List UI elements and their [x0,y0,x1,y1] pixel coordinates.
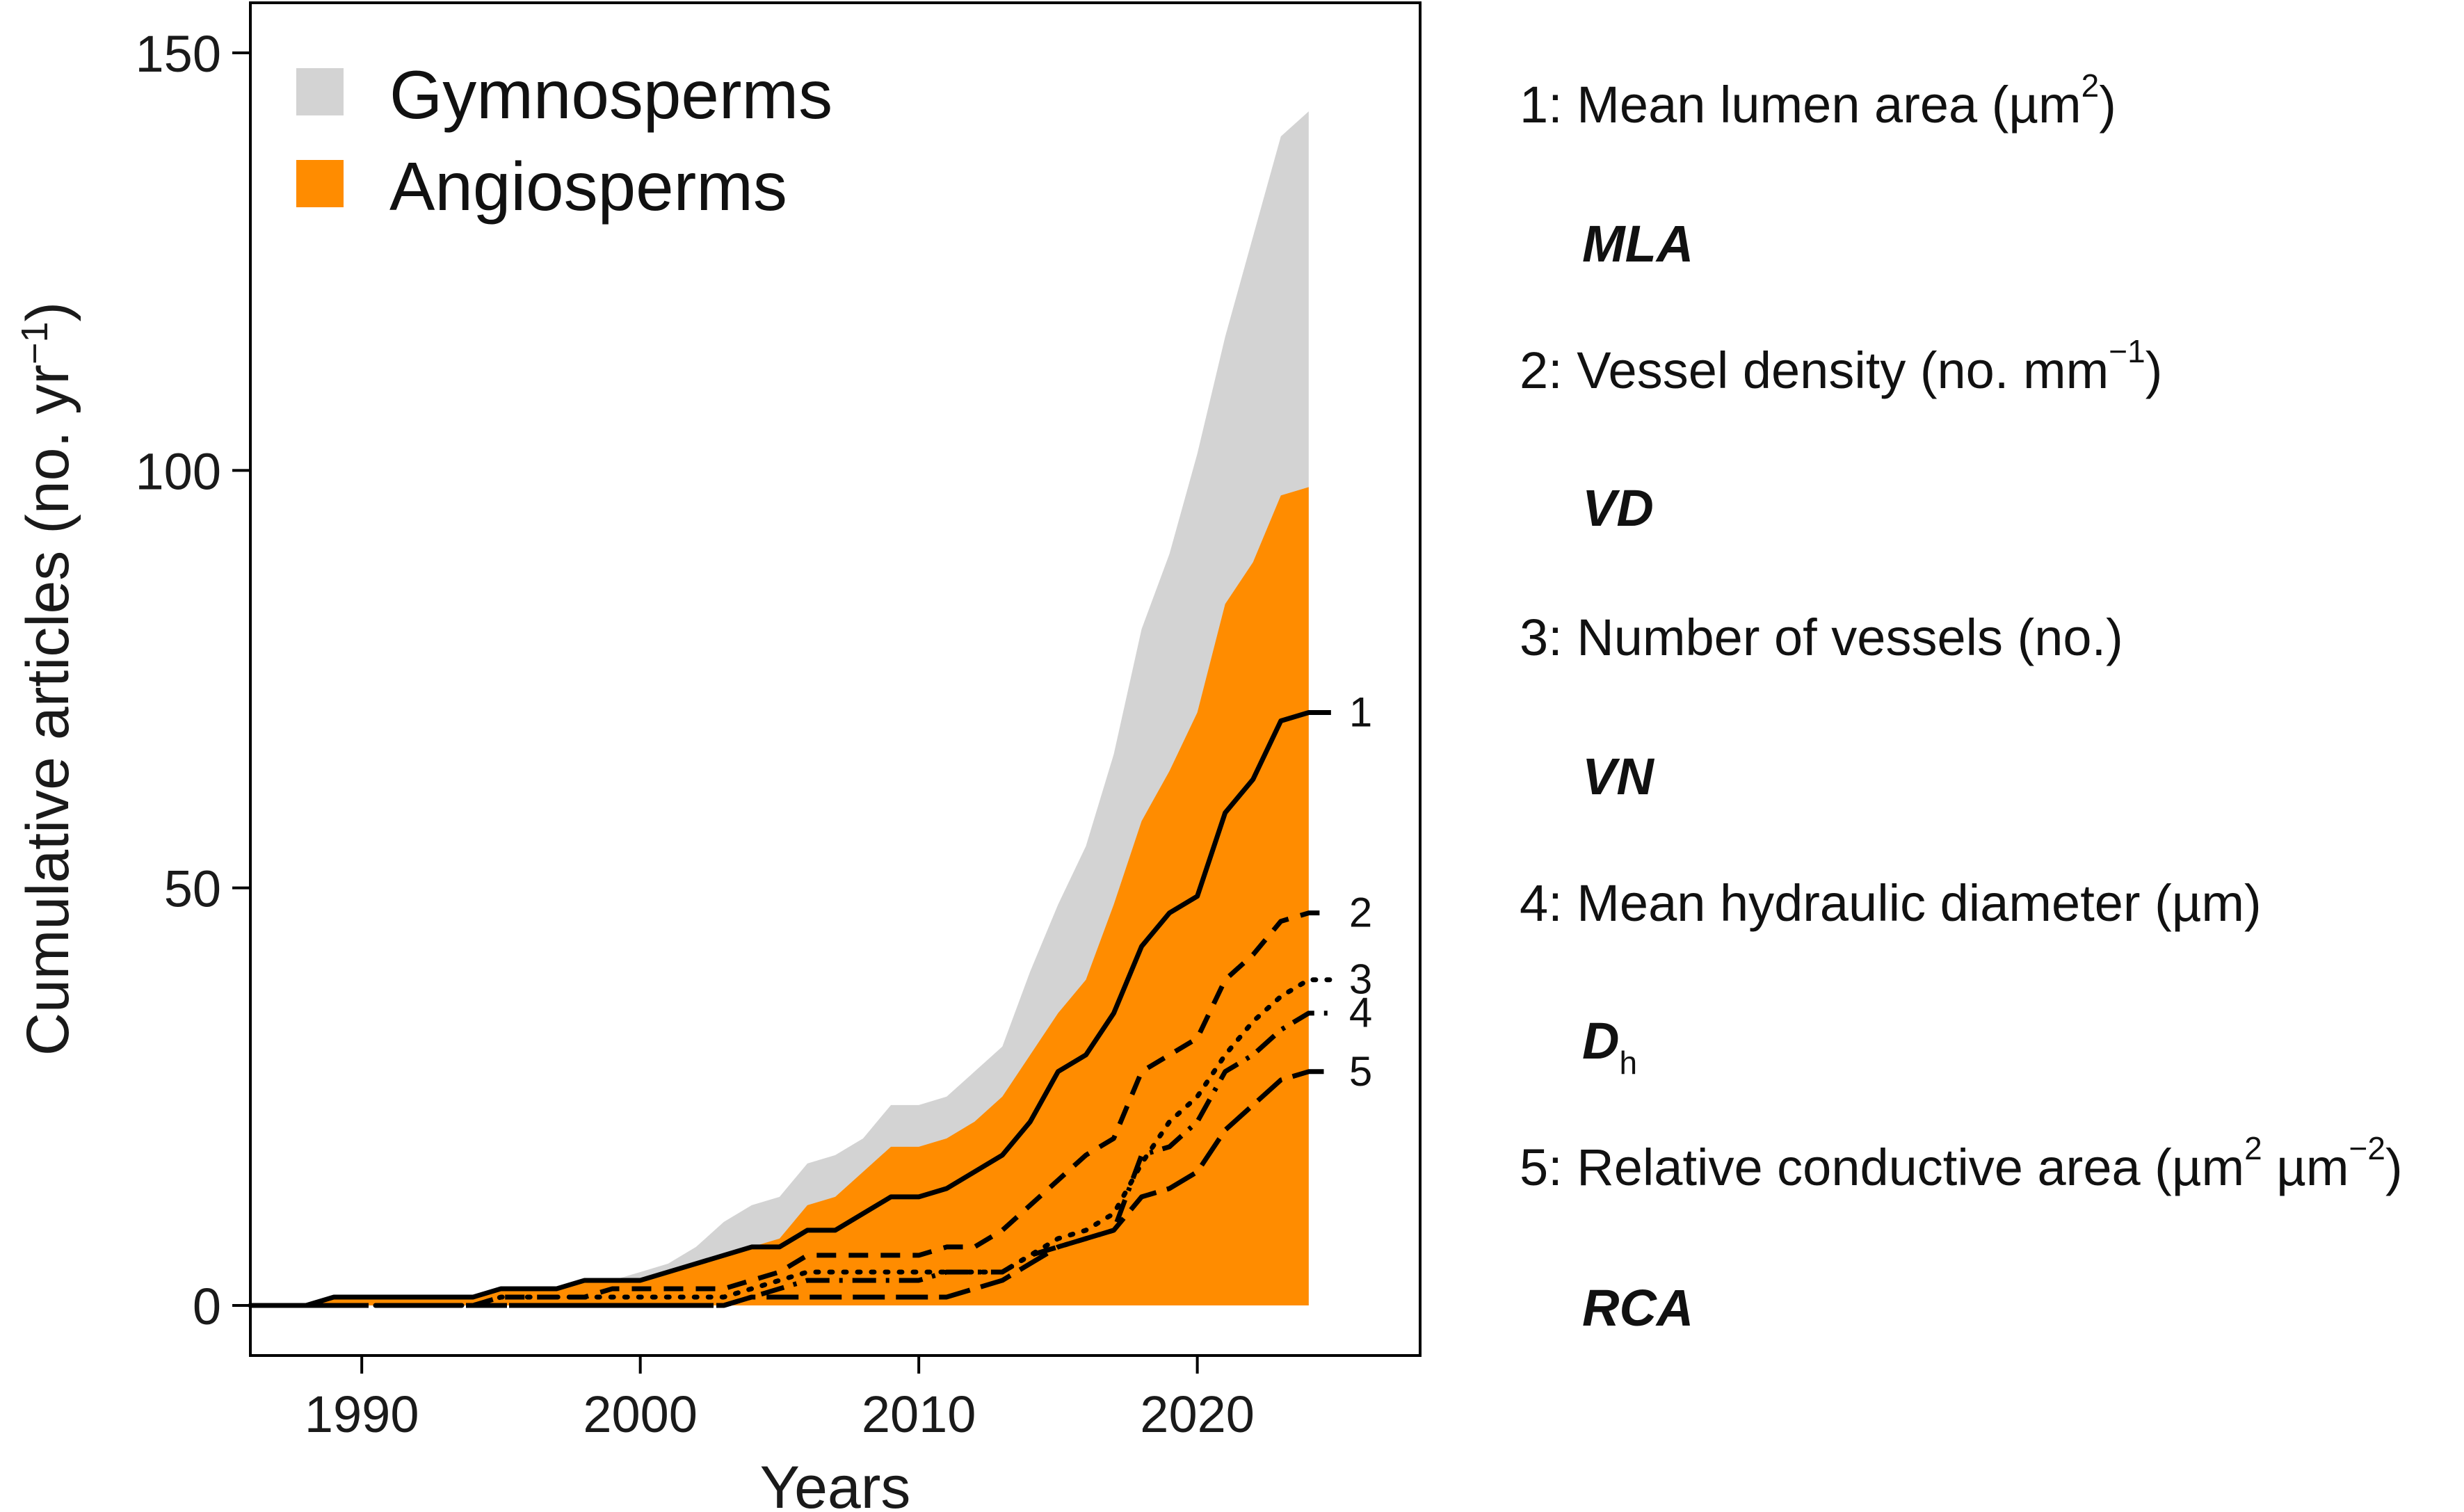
trait-2-label: 2: Vessel density (no. mm−1) [1520,333,2163,399]
x-tick-label: 2000 [583,1385,698,1443]
y-axis-title-main: Cumulative articles (no. yr [15,364,81,1056]
line-layer: 1 2 34 5 [248,689,1372,1308]
trait-5-abbr: RCA [1582,1279,1694,1337]
trait-legend: 1: Mean lumen area (µm2) MLA 2: Vessel d… [1520,0,2458,1512]
trait-3-abbr: VN [1582,748,1654,805]
legend-swatch-gymnosperms [296,68,344,115]
series-label-5: 5 [1349,1048,1372,1095]
series-line-rca [250,1069,1331,1308]
y-tick-label: 150 [136,25,221,83]
x-tick-label: 2020 [1140,1385,1255,1443]
y-tick-label: 50 [164,860,221,918]
y-axis-title-end: ) [15,302,81,322]
series-label-1: 1 [1349,689,1372,736]
chart: 1 2 34 5 1990 2000 2010 2020 0 50 100 150 Gymnospe… [14,1,1422,1512]
legend-label-gymnosperms: Gymnosperms [389,56,832,133]
plot-frame [249,1,1422,1357]
trait-5-label: 5: Relative conductive area (µm2 µm−2) [1520,1130,2403,1196]
area-layer [250,111,1309,1305]
legend-label-angiosperms: Angiosperms [389,148,787,225]
series-line-dh [250,1011,1331,1308]
trait-1-abbr: MLA [1582,215,1694,273]
y-tick-label: 0 [193,1278,221,1335]
y-axis-title-sup: −1 [14,321,56,364]
legend-swatch-angiosperms [296,160,344,207]
area-gymnosperms [250,111,1309,1305]
trait-3-label: 3: Number of vessels (no.) [1520,609,2123,666]
series-label-4: 4 [1349,990,1372,1036]
legend: Gymnosperms Angiosperms [296,56,832,225]
series-label-3: 3 [1349,956,1372,1003]
trait-2-abbr: VD [1582,479,1654,537]
trait-1-label: 1: Mean lumen area (µm2) [1520,67,2116,134]
series-line-mla [250,710,1331,1308]
y-axis-title: Cumulative articles (no. yr−1) [14,302,81,1056]
trait-4-label: 4: Mean hydraulic diameter (µm) [1520,874,2262,932]
series-line-vd [250,910,1331,1308]
trait-4-abbr: Dh [1582,1012,1638,1081]
axes: 1990 2000 2010 2020 0 50 100 150 [136,25,1255,1443]
x-tick-label: 1990 [305,1385,419,1443]
x-axis-title: Years [760,1454,911,1512]
x-tick-label: 2010 [862,1385,976,1443]
y-tick-label: 100 [136,442,221,500]
series-label-2: 2 [1349,890,1372,936]
